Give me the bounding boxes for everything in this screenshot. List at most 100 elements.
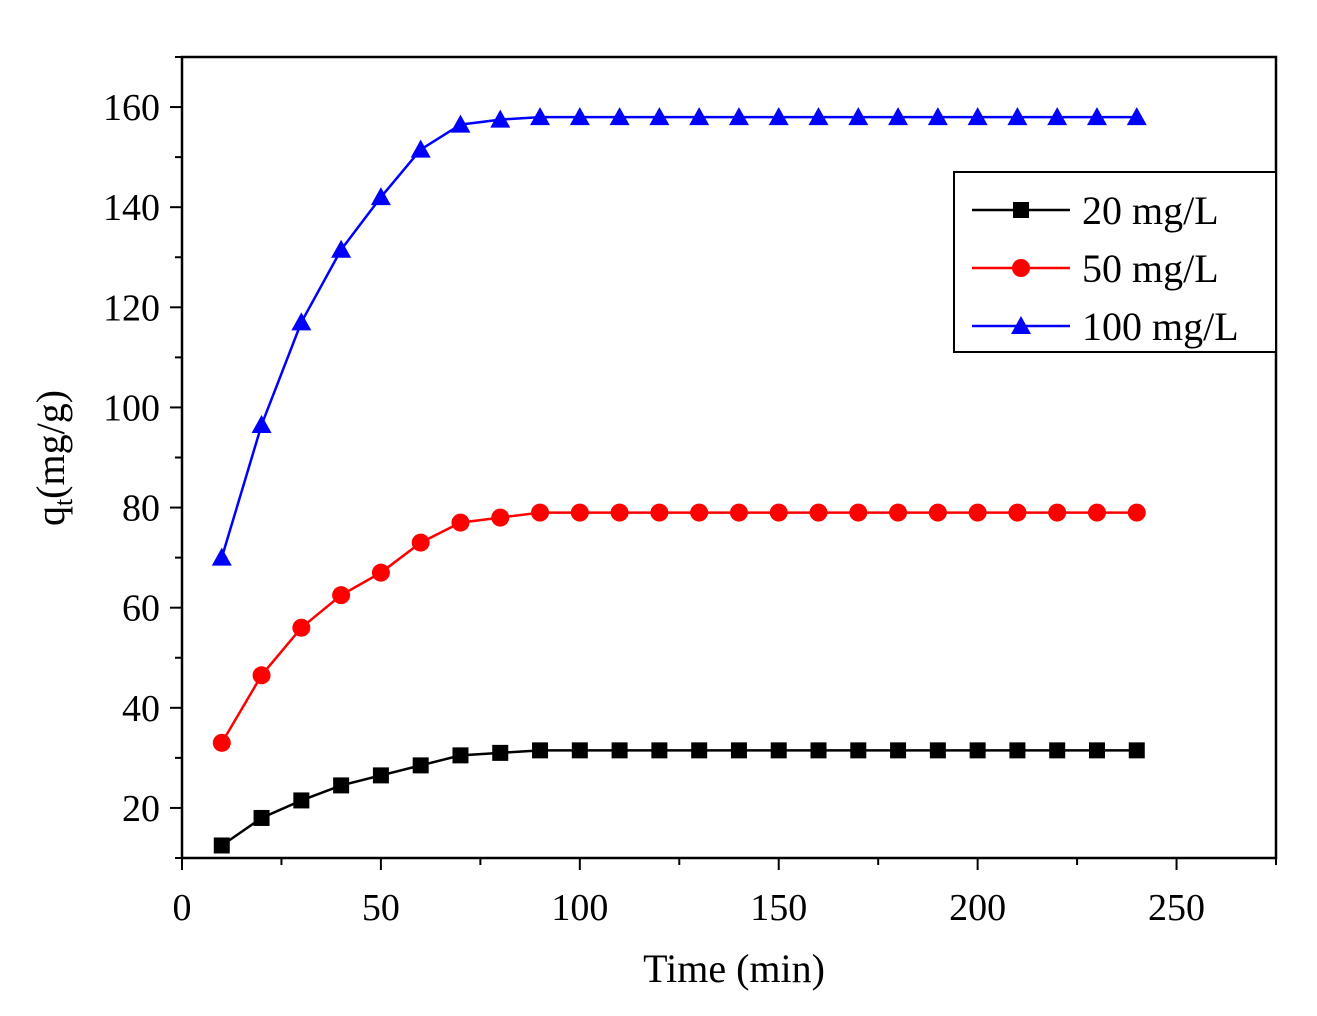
- series-line: [221, 749, 1137, 847]
- data-point: [530, 107, 551, 126]
- data-point: [370, 187, 391, 206]
- y-tick-label: 120: [103, 287, 160, 329]
- data-point: [690, 503, 709, 522]
- data-point: [810, 742, 827, 759]
- legend-marker: [1011, 316, 1031, 334]
- data-point: [251, 414, 272, 433]
- data-point: [610, 503, 629, 522]
- data-point: [452, 747, 469, 764]
- data-point: [927, 107, 948, 126]
- y-tick-label: 40: [122, 688, 160, 730]
- data-point: [491, 508, 510, 527]
- legend-marker: [1012, 259, 1030, 277]
- data-point: [531, 503, 550, 522]
- data-point: [769, 503, 788, 522]
- data-point: [1128, 742, 1145, 759]
- data-point: [1047, 107, 1068, 126]
- data-point: [371, 563, 390, 582]
- x-tick-label: 50: [362, 887, 400, 929]
- data-point: [609, 107, 630, 126]
- data-point: [969, 742, 986, 759]
- data-point: [1008, 503, 1027, 522]
- data-point: [651, 742, 668, 759]
- y-tick-label: 160: [103, 87, 160, 129]
- y-axis-title: qt(mg/g): [28, 390, 78, 526]
- legend-box: [953, 171, 1277, 353]
- data-point: [1127, 503, 1146, 522]
- x-tick-label: 150: [750, 887, 807, 929]
- data-point: [291, 312, 312, 331]
- x-tick-label: 250: [1148, 887, 1205, 929]
- legend-label: 100 mg/L: [1082, 304, 1239, 349]
- data-point: [850, 742, 867, 759]
- series-1: [212, 503, 1146, 752]
- data-point: [888, 107, 909, 126]
- y-tick-label: 60: [122, 588, 160, 630]
- data-point: [768, 107, 789, 126]
- data-point: [490, 109, 511, 128]
- data-point: [212, 733, 231, 752]
- data-point: [968, 503, 987, 522]
- data-point: [849, 503, 868, 522]
- data-point: [451, 513, 470, 532]
- data-point: [293, 792, 310, 809]
- data-point: [372, 767, 389, 784]
- data-point: [890, 742, 907, 759]
- data-point: [1009, 742, 1026, 759]
- data-point: [691, 742, 708, 759]
- data-point: [410, 139, 431, 158]
- data-point: [570, 503, 589, 522]
- data-point: [611, 742, 628, 759]
- axes-layer: 0 50 100 150 200 250 20 40 60 80 100 120 140 160 Time …: [28, 55, 1278, 991]
- data-point: [1088, 742, 1105, 759]
- data-point: [689, 107, 710, 126]
- data-point: [1007, 107, 1028, 126]
- data-point: [532, 742, 549, 759]
- data-point: [730, 742, 747, 759]
- data-point: [770, 742, 787, 759]
- y-tick-label: 140: [103, 187, 160, 229]
- data-point: [569, 107, 590, 126]
- data-point: [211, 547, 232, 566]
- data-point: [213, 837, 230, 854]
- series-line: [220, 115, 1137, 558]
- data-point: [808, 107, 829, 126]
- legend-marker: [1013, 202, 1029, 218]
- data-point: [929, 742, 946, 759]
- x-axis-title: Time (min): [643, 946, 825, 991]
- data-point: [332, 586, 351, 605]
- data-point: [1049, 742, 1066, 759]
- series-2: [211, 107, 1147, 566]
- x-tick-label: 200: [949, 887, 1006, 929]
- x-tick-label: 100: [551, 887, 608, 929]
- series-layer: [211, 107, 1147, 854]
- data-point: [728, 107, 749, 126]
- data-point: [450, 114, 471, 133]
- data-point: [292, 618, 311, 637]
- data-point: [252, 666, 271, 685]
- data-point: [649, 107, 670, 126]
- series-0: [213, 742, 1145, 854]
- y-tick-label: 20: [122, 788, 160, 830]
- legend-label: 50 mg/L: [1082, 246, 1219, 291]
- data-point: [848, 107, 869, 126]
- data-point: [253, 809, 270, 826]
- data-point: [331, 239, 352, 258]
- data-point: [412, 757, 429, 774]
- data-point: [650, 503, 669, 522]
- legend-label: 20 mg/L: [1082, 188, 1219, 233]
- data-point: [928, 503, 947, 522]
- data-point: [571, 742, 588, 759]
- data-point: [889, 503, 908, 522]
- data-point: [1126, 107, 1147, 126]
- data-point: [333, 777, 350, 794]
- y-tick-label: 100: [103, 387, 160, 429]
- series-line: [220, 511, 1137, 744]
- y-tick-label: 80: [122, 488, 160, 530]
- data-point: [729, 503, 748, 522]
- data-point: [967, 107, 988, 126]
- legend: 20 mg/L 50 mg/L 100 mg/L: [953, 171, 1277, 353]
- data-point: [1086, 107, 1107, 126]
